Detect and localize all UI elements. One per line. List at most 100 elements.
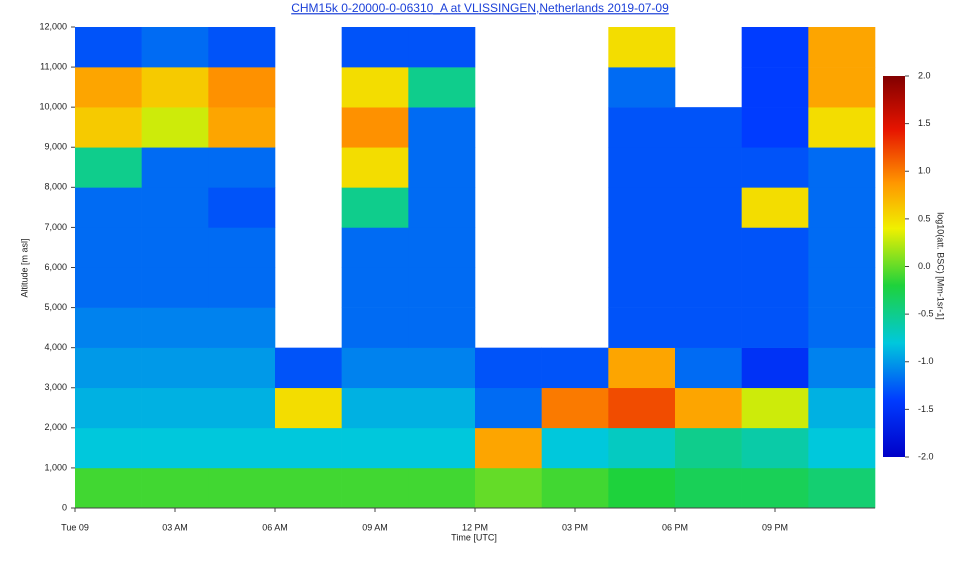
heatmap-cell [608, 107, 676, 148]
heatmap-cell [608, 27, 676, 68]
heatmap-cell [75, 387, 142, 429]
heatmap-cell [208, 307, 276, 348]
heatmap-cell [741, 187, 809, 228]
heatmap-cell [675, 307, 742, 348]
heatmap-cell [808, 347, 876, 389]
heatmap-cell [341, 267, 409, 308]
heatmap-cell [608, 187, 676, 228]
heatmap-cell [341, 347, 409, 389]
heatmap-cell [141, 467, 209, 509]
heatmap-cell [341, 67, 409, 108]
x-tick-label: 03 PM [562, 522, 588, 532]
heatmap-cell [541, 427, 609, 469]
heatmap-cell [208, 227, 276, 268]
heatmap-cell [408, 267, 476, 308]
colorbar [883, 76, 905, 457]
heatmap-cell [808, 187, 876, 228]
heatmap-cell [741, 227, 809, 268]
heatmap-cell [675, 467, 742, 509]
heatmap-cell [208, 267, 276, 308]
heatmap-cell [408, 387, 476, 429]
heatmap-cell [675, 227, 742, 268]
heatmap-cell [541, 387, 609, 429]
heatmap-cell [408, 67, 476, 108]
heatmap-cell [75, 427, 142, 469]
heatmap-cell [75, 227, 142, 268]
heatmap-cell [741, 147, 809, 188]
y-tick-label: 12,000 [39, 21, 67, 31]
heatmap-cell [141, 147, 209, 188]
heatmap-cell [408, 347, 476, 389]
heatmap-cell [475, 347, 542, 389]
heatmap-cell [141, 27, 209, 68]
heatmap-cell [808, 267, 876, 308]
heatmap-cell [141, 267, 209, 308]
x-tick-label: 03 AM [162, 522, 188, 532]
heatmap-cell [675, 187, 742, 228]
x-tick-label: 09 PM [762, 522, 788, 532]
heatmap-cell [741, 107, 809, 148]
x-tick-label: 06 AM [262, 522, 288, 532]
heatmap-cell [75, 187, 142, 228]
colorbar-tick-label: 1.0 [918, 166, 931, 176]
heatmap-cell [741, 467, 809, 509]
heatmap-cell [741, 387, 809, 429]
heatmap-cell [808, 307, 876, 348]
x-tick-label: 06 PM [662, 522, 688, 532]
heatmap-cell [141, 107, 209, 148]
heatmap-cell [75, 347, 142, 389]
y-tick-label: 11,000 [40, 61, 67, 71]
heatmap-cell [408, 427, 476, 469]
heatmap-cell [75, 267, 142, 308]
colorbar-tick-label: 1.5 [918, 118, 931, 128]
heatmap-cell [741, 67, 809, 108]
heatmap-cell [408, 467, 476, 509]
heatmap-cell [275, 427, 342, 469]
heatmap-cell [808, 427, 876, 469]
heatmap-cell [608, 307, 676, 348]
heatmap-cell [341, 307, 409, 348]
y-tick-label: 5,000 [44, 302, 67, 312]
heatmap-cell [475, 467, 542, 509]
colorbar-tick-label: 0.5 [918, 213, 931, 223]
heatmap-cell [208, 147, 276, 188]
heatmap-cell [75, 147, 142, 188]
heatmap-cell [341, 387, 409, 429]
heatmap-cell [75, 467, 142, 509]
heatmap-cell [541, 467, 609, 509]
heatmap-cell [675, 267, 742, 308]
heatmap-cell [75, 67, 142, 108]
heatmap-cell [808, 467, 876, 509]
heatmap-cell [208, 187, 276, 228]
heatmap-cell [141, 67, 209, 108]
heatmap-cell [675, 347, 742, 389]
x-axis-label: Time [UTC] [451, 532, 497, 542]
heatmap-cell [608, 467, 676, 509]
heatmap-cell [608, 347, 676, 389]
heatmap-cell [608, 427, 676, 469]
y-tick-label: 6,000 [44, 262, 67, 272]
heatmap-cell [208, 27, 276, 68]
colorbar-label: log10(att. BSC) [Mm-1sr-1] [936, 212, 946, 320]
heatmap-cell [275, 467, 342, 509]
heatmap-cell [275, 387, 342, 429]
heatmap-cell [608, 227, 676, 268]
chart-title[interactable]: CHM15k 0-20000-0-06310_A at VLISSINGEN,N… [291, 1, 669, 15]
heatmap-cell [408, 227, 476, 268]
heatmap-cell [741, 27, 809, 68]
heatmap-cell [341, 147, 409, 188]
heatmap-cell [675, 147, 742, 188]
heatmap-cell [475, 387, 542, 429]
heatmap-cell [141, 427, 209, 469]
y-tick-label: 0 [62, 502, 67, 512]
heatmap-cell [608, 387, 676, 429]
heatmap-cell [275, 347, 342, 389]
heatmap-cell [141, 387, 209, 429]
colorbar-tick-label: -2.0 [918, 451, 934, 461]
heatmap-cell [408, 147, 476, 188]
heatmap-cell [341, 427, 409, 469]
heatmap-cell [408, 107, 476, 148]
y-tick-label: 9,000 [44, 142, 67, 152]
heatmap-cell [741, 307, 809, 348]
